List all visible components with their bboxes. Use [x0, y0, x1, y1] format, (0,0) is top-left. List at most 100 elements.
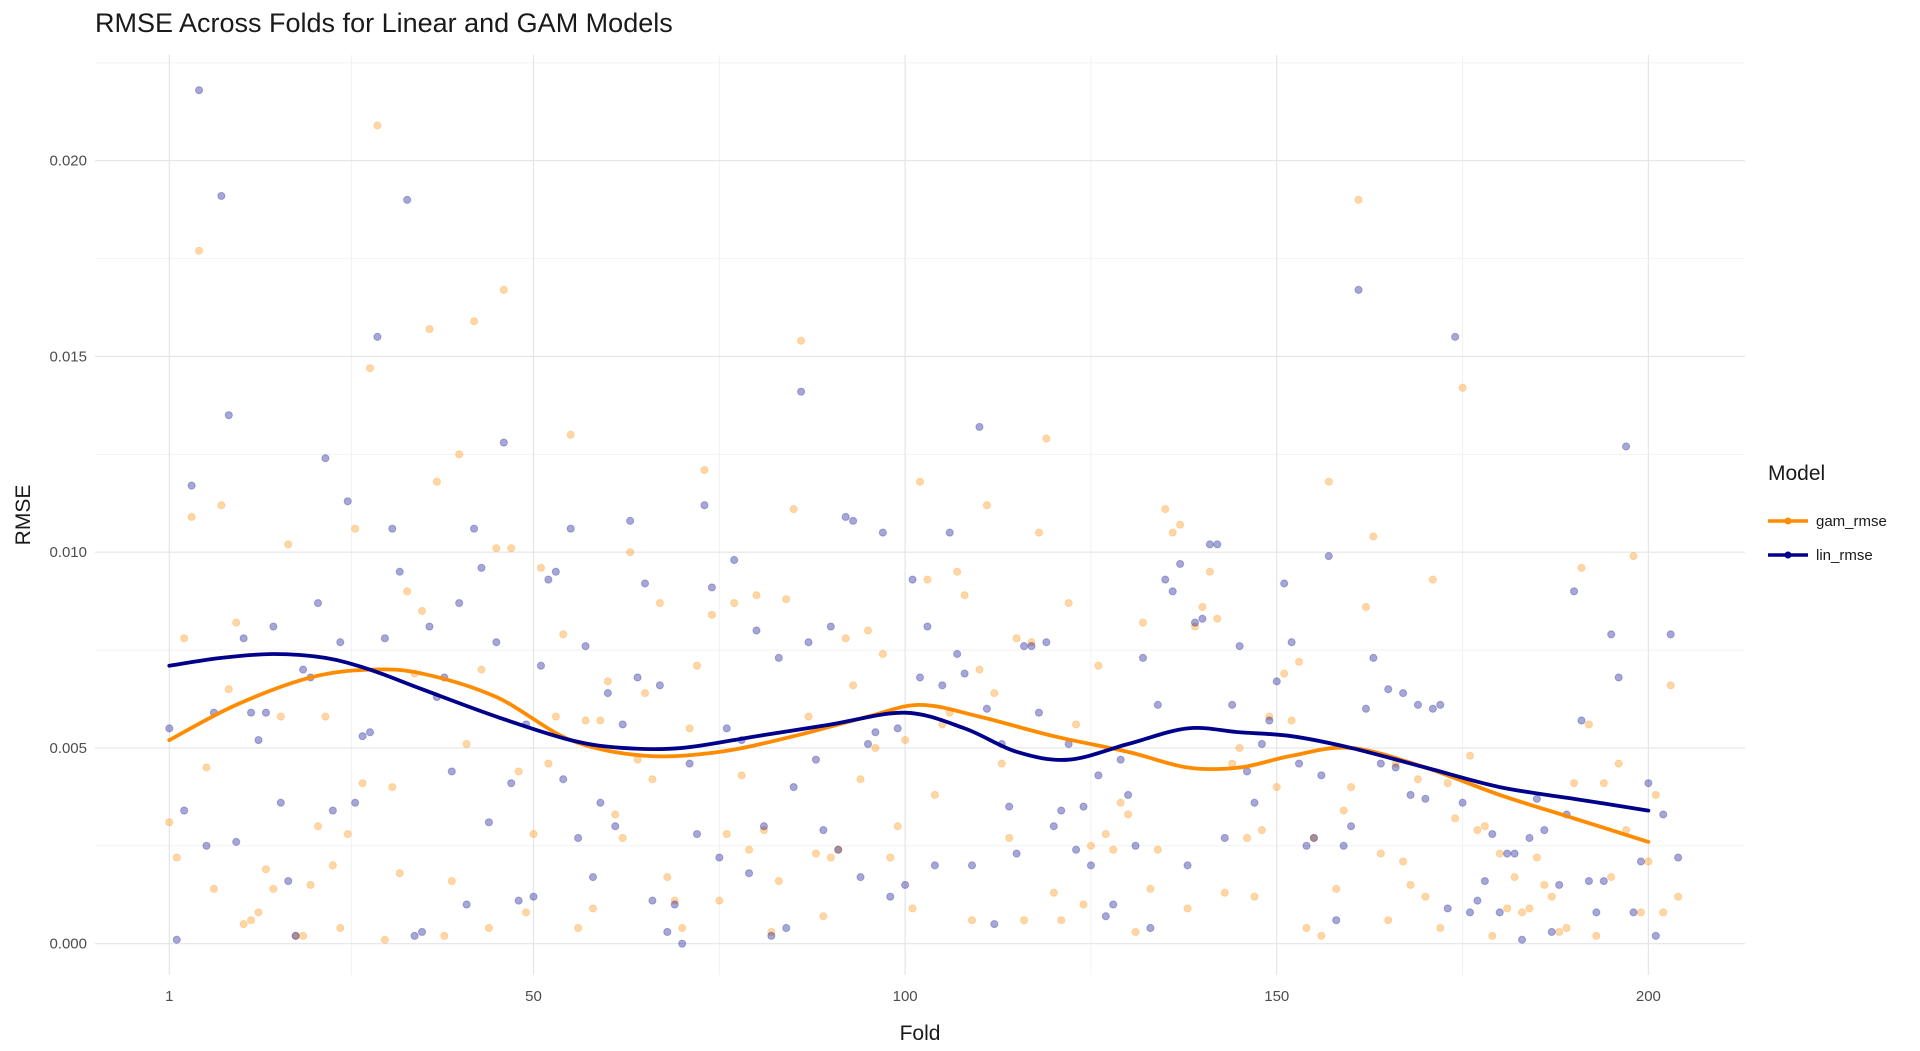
- point-lin_rmse: [826, 622, 835, 631]
- point-lin_rmse: [1540, 826, 1549, 835]
- point-gam_rmse: [1094, 661, 1103, 670]
- point-lin_rmse: [581, 642, 590, 651]
- point-lin_rmse: [1213, 540, 1222, 549]
- point-lin_rmse: [1503, 849, 1512, 858]
- point-gam_rmse: [663, 873, 672, 882]
- point-lin_rmse: [1235, 642, 1244, 651]
- point-gam_rmse: [180, 634, 189, 643]
- point-gam_rmse: [678, 923, 687, 933]
- point-lin_rmse: [1228, 700, 1237, 709]
- point-gam_rmse: [536, 563, 546, 572]
- point-lin_rmse: [1354, 285, 1363, 294]
- point-lin_rmse: [982, 704, 991, 713]
- point-gam_rmse: [313, 822, 323, 831]
- point-gam_rmse: [1532, 853, 1541, 862]
- point-gam_rmse: [1562, 923, 1571, 933]
- point-gam_rmse: [492, 544, 501, 553]
- point-lin_rmse: [1399, 689, 1408, 698]
- point-gam_rmse: [1131, 927, 1140, 937]
- point-lin_rmse: [1161, 575, 1170, 584]
- y-tick-label: 0.010: [49, 544, 87, 561]
- point-lin_rmse: [380, 634, 389, 643]
- point-gam_rmse: [521, 908, 531, 917]
- point-gam_rmse: [276, 712, 285, 721]
- point-gam_rmse: [432, 477, 441, 486]
- point-gam_rmse: [403, 587, 412, 596]
- point-lin_rmse: [1034, 708, 1044, 717]
- point-gam_rmse: [1168, 528, 1177, 537]
- point-lin_rmse: [202, 841, 211, 850]
- point-lin_rmse: [715, 853, 724, 862]
- point-gam_rmse: [1451, 814, 1460, 823]
- point-lin_rmse: [269, 622, 278, 631]
- point-lin_rmse: [603, 689, 612, 698]
- point-lin_rmse: [507, 779, 516, 788]
- point-gam_rmse: [417, 606, 427, 616]
- point-gam_rmse: [1257, 826, 1266, 835]
- point-lin_rmse: [834, 845, 843, 854]
- point-lin_rmse: [670, 900, 679, 909]
- point-gam_rmse: [1116, 798, 1125, 807]
- point-lin_rmse: [328, 806, 337, 815]
- point-gam_rmse: [953, 567, 962, 576]
- point-lin_rmse: [967, 861, 977, 870]
- point-lin_rmse: [1577, 716, 1586, 725]
- chart-title: RMSE Across Folds for Linear and GAM Mod…: [95, 8, 673, 38]
- point-gam_rmse: [514, 767, 523, 776]
- point-lin_rmse: [856, 873, 865, 882]
- point-lin_rmse: [1116, 755, 1125, 764]
- point-gam_rmse: [1599, 779, 1608, 788]
- point-gam_rmse: [849, 681, 858, 690]
- point-lin_rmse: [1436, 700, 1445, 709]
- x-tick-label: 1: [165, 988, 173, 1005]
- point-gam_rmse: [975, 665, 984, 674]
- point-gam_rmse: [566, 430, 575, 439]
- legend-key-gam: [1768, 517, 1808, 525]
- point-gam_rmse: [1503, 904, 1512, 913]
- point-lin_rmse: [492, 638, 501, 647]
- point-gam_rmse: [172, 853, 181, 862]
- point-gam_rmse: [1317, 931, 1326, 940]
- point-lin_rmse: [893, 724, 902, 733]
- point-gam_rmse: [774, 876, 783, 886]
- grid-major: [95, 55, 1745, 975]
- point-gam_rmse: [484, 923, 494, 933]
- point-gam_rmse: [1666, 681, 1675, 690]
- point-gam_rmse: [1101, 829, 1110, 839]
- point-gam_rmse: [707, 610, 716, 619]
- point-lin_rmse: [692, 829, 702, 839]
- point-gam_rmse: [1443, 779, 1452, 788]
- point-gam_rmse: [700, 465, 709, 475]
- point-gam_rmse: [1458, 383, 1467, 392]
- point-gam_rmse: [1205, 567, 1214, 576]
- point-gam_rmse: [722, 829, 731, 839]
- point-lin_rmse: [849, 516, 858, 525]
- point-lin_rmse: [1205, 540, 1214, 549]
- x-tick-label: 200: [1636, 988, 1661, 1005]
- legend-title: Model: [1768, 462, 1826, 485]
- point-lin_rmse: [626, 516, 635, 525]
- point-lin_rmse: [596, 798, 605, 807]
- point-lin_rmse: [1525, 833, 1534, 843]
- point-lin_rmse: [804, 638, 813, 647]
- point-lin_rmse: [1361, 704, 1371, 713]
- point-gam_rmse: [588, 904, 598, 913]
- point-lin_rmse: [1168, 587, 1177, 596]
- point-gam_rmse: [455, 450, 464, 459]
- point-gam_rmse: [440, 931, 449, 940]
- point-lin_rmse: [484, 818, 494, 827]
- point-gam_rmse: [863, 626, 873, 635]
- point-gam_rmse: [1272, 782, 1281, 792]
- grid-minor: [95, 55, 1745, 975]
- point-gam_rmse: [395, 869, 404, 878]
- point-lin_rmse: [1250, 798, 1259, 807]
- point-gam_rmse: [529, 829, 538, 839]
- point-lin_rmse: [1138, 653, 1148, 662]
- point-lin_rmse: [1019, 642, 1029, 651]
- point-gam_rmse: [1034, 528, 1044, 537]
- point-gam_rmse: [1540, 880, 1549, 890]
- point-lin_rmse: [529, 892, 538, 901]
- point-lin_rmse: [1584, 876, 1594, 886]
- point-lin_rmse: [863, 739, 873, 749]
- point-lin_rmse: [1339, 841, 1348, 850]
